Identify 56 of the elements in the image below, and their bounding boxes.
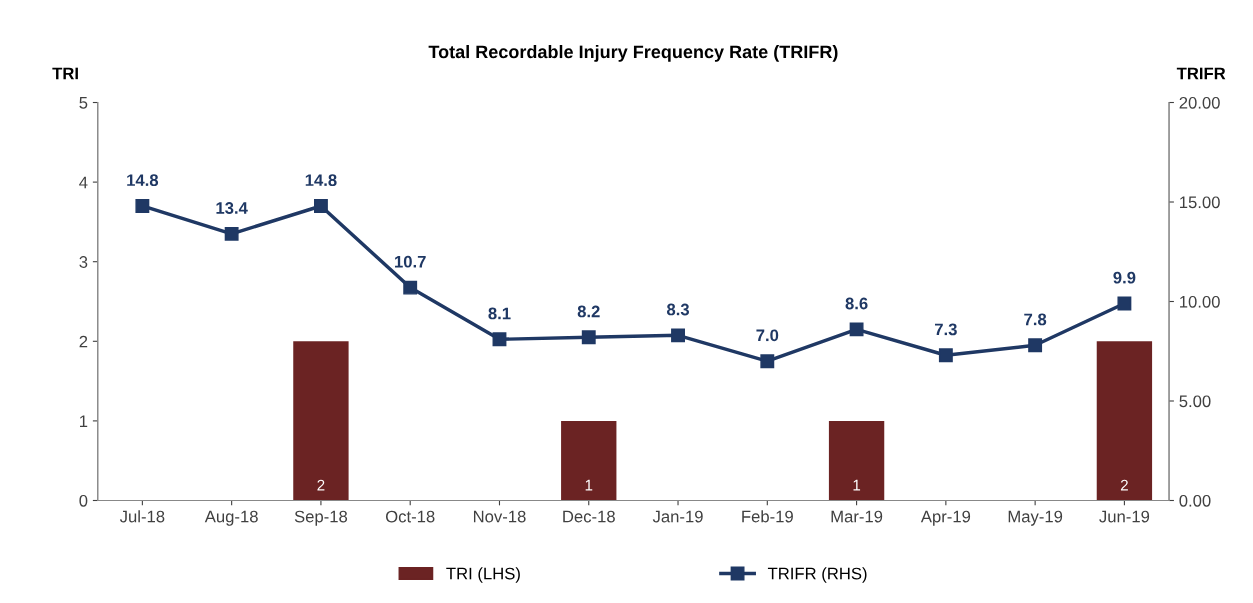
y-tick-label: 5: [79, 97, 88, 109]
data-label: 14.8: [305, 174, 337, 187]
y-tick-label: 2: [79, 335, 88, 348]
point: [849, 322, 864, 337]
x-tick-label: Nov-18: [473, 510, 526, 523]
data-label: 2: [317, 479, 325, 491]
data-label: 13.4: [216, 202, 248, 214]
y2-tick-label: 0.00: [1179, 494, 1211, 507]
x-tick-label: Apr-19: [920, 510, 971, 526]
chart-title: Total Recordable Injury Frequency Rate (TRIFR): [428, 44, 838, 62]
data-label: 10.7: [395, 255, 426, 268]
x-tick-label: Jun-19: [1099, 510, 1150, 523]
y2-tick-label: 15.00: [1180, 196, 1220, 209]
data-label: 8.6: [845, 297, 868, 310]
y2-tick-label: 10.00: [1180, 295, 1220, 308]
y-axis-title: TRI: [52, 67, 78, 80]
legend-label: TRIFR (RHS): [767, 567, 867, 583]
x-tick-label: Jul-18: [119, 510, 165, 523]
x-tick-label: May-19: [1008, 510, 1063, 526]
point: [671, 328, 685, 343]
data-label: 7.8: [1024, 313, 1047, 326]
data-label: 8.1: [488, 307, 511, 320]
data-label: 7.3: [934, 323, 957, 336]
point: [1028, 338, 1043, 353]
point: [1117, 296, 1132, 311]
y2-tick-label: 5.00: [1179, 395, 1211, 408]
point: [403, 280, 418, 295]
point: [938, 348, 953, 363]
data-label: 8.2: [577, 305, 600, 318]
x-tick-label: Mar-19: [831, 510, 883, 523]
data-label: 1: [853, 479, 861, 491]
point: [135, 199, 150, 213]
x-tick-label: Oct-18: [385, 510, 435, 523]
data-label: 14.8: [127, 174, 159, 187]
point: [581, 330, 596, 345]
y-tick-label: 3: [79, 256, 88, 268]
data-label: 7.0: [756, 329, 779, 342]
data-label: 8.3: [666, 303, 690, 316]
x-tick-label: Sep-18: [294, 510, 348, 526]
point: [224, 226, 239, 241]
data-label: 2: [1120, 479, 1128, 491]
point: [492, 332, 507, 347]
y-tick-label: 0: [79, 494, 88, 507]
x-tick-label: Feb-19: [742, 510, 793, 523]
y2-tick-label: 20.00: [1179, 96, 1220, 109]
y-tick-label: 1: [80, 415, 88, 427]
point: [313, 199, 328, 213]
y-tick-label: 4: [79, 176, 88, 189]
x-tick-label: Dec-18: [563, 510, 615, 523]
x-tick-label: Aug-18: [204, 510, 258, 526]
legend-label: TRI (LHS): [446, 567, 520, 583]
point: [760, 354, 775, 369]
y2-axis-title: TRIFR: [1176, 67, 1226, 80]
data-label: 1: [585, 479, 593, 491]
data-label: 9.9: [1113, 271, 1136, 284]
x-tick-label: Jan-19: [652, 510, 703, 523]
